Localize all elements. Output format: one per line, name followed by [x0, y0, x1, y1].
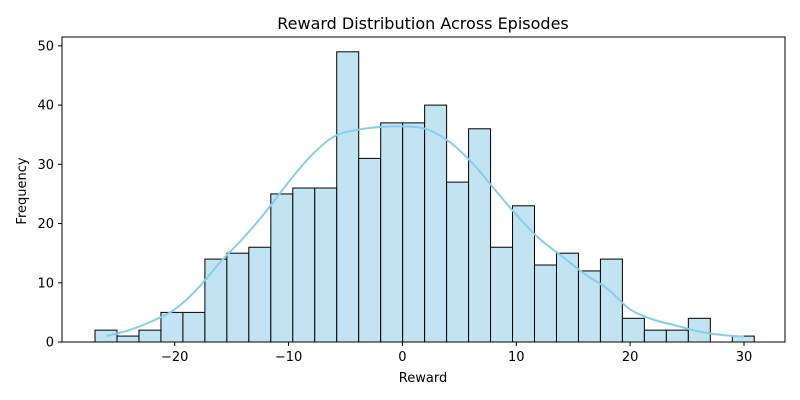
histogram-bar [512, 205, 536, 343]
x-tick-label: 30 [736, 350, 753, 365]
histogram-bar [468, 128, 492, 343]
histogram-bar [226, 252, 250, 343]
y-axis-label: Frequency [15, 157, 30, 224]
x-tick-label: −20 [161, 350, 188, 365]
histogram-bar [116, 335, 140, 343]
chart-title: Reward Distribution Across Episodes [277, 14, 569, 33]
histogram-bar [138, 329, 162, 343]
histogram-bar [402, 122, 426, 343]
histogram-bar [314, 187, 338, 343]
y-tick-label: 30 [37, 158, 54, 173]
y-tick-label: 10 [37, 276, 54, 291]
y-tick-label: 20 [37, 217, 54, 232]
histogram-bar [490, 246, 514, 343]
y-tick-label: 50 [37, 39, 54, 54]
histogram-bar [534, 264, 557, 343]
histogram-bar [621, 317, 645, 343]
y-tick-label: 40 [37, 99, 54, 114]
histogram-bar [665, 329, 689, 343]
y-tick-label: 0 [46, 336, 54, 351]
x-axis-label: Reward [399, 371, 447, 386]
histogram-bar [446, 181, 470, 343]
histogram-bar [358, 157, 382, 343]
histogram-bars [94, 51, 755, 343]
histogram-bar [643, 329, 667, 343]
y-axis-ticks: 0 10 20 30 40 50 [37, 39, 62, 351]
x-tick-label: 20 [622, 350, 639, 365]
histogram-bar [336, 51, 360, 343]
kde-curve [106, 125, 745, 338]
histogram-bar [204, 258, 228, 343]
histogram-bar [270, 193, 294, 343]
x-axis-ticks: −20 −10 0 10 20 30 [161, 342, 752, 365]
histogram-bar [292, 187, 316, 343]
histogram-bar [182, 311, 206, 343]
histogram-bar [380, 122, 404, 343]
plot-frame [61, 36, 786, 343]
x-tick-label: 10 [508, 350, 525, 365]
x-tick-label: −10 [275, 350, 302, 365]
x-tick-label: 0 [398, 350, 406, 365]
histogram-bar [248, 246, 272, 343]
histogram-bar [424, 104, 448, 343]
histogram-bar [160, 311, 184, 343]
histogram-bar [94, 329, 118, 343]
